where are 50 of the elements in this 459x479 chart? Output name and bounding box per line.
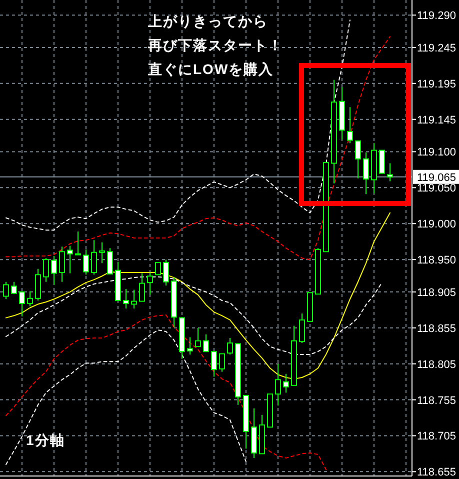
candlestick bbox=[219, 353, 225, 372]
candlestick bbox=[363, 152, 369, 195]
y-tick-label: 118.755 bbox=[417, 394, 456, 407]
candlestick bbox=[83, 249, 89, 276]
annotation: 再び下落スタート！ bbox=[147, 37, 283, 53]
candlestick bbox=[43, 258, 49, 282]
candlestick bbox=[187, 336, 193, 355]
candlestick bbox=[99, 242, 105, 264]
candlestick bbox=[91, 240, 97, 276]
candlestick bbox=[27, 290, 33, 307]
y-tick-label: 119.000 bbox=[417, 218, 456, 231]
y-tick-label: 119.195 bbox=[417, 78, 456, 90]
y-tick-label: 119.290 bbox=[417, 10, 456, 22]
y-tick-label: 118.905 bbox=[417, 286, 456, 299]
candlestick bbox=[35, 268, 41, 302]
candlestick bbox=[147, 272, 153, 296]
candlestick bbox=[67, 245, 73, 274]
candlestick bbox=[163, 259, 169, 286]
candlestick bbox=[347, 106, 353, 144]
y-tick-label: 118.705 bbox=[417, 430, 456, 443]
candlestick bbox=[211, 351, 217, 378]
candlestick bbox=[19, 290, 25, 317]
candlestick bbox=[355, 140, 361, 179]
candlestick bbox=[387, 162, 393, 182]
ref-line-label: 119.065 bbox=[417, 172, 456, 184]
y-tick-label: 119.100 bbox=[417, 146, 456, 159]
candlestick bbox=[139, 272, 145, 302]
y-tick-label: 119.245 bbox=[417, 42, 456, 54]
candlestick bbox=[299, 313, 305, 344]
y-tick-label: 118.855 bbox=[417, 322, 456, 335]
candlestick bbox=[3, 281, 9, 300]
y-tick-label: 119.050 bbox=[417, 182, 456, 195]
candlestick bbox=[131, 289, 137, 309]
annotation: 直ぐにLOWを購入 bbox=[147, 61, 274, 77]
candlestick bbox=[123, 288, 129, 309]
candlestick bbox=[275, 363, 281, 406]
candlestick bbox=[227, 337, 233, 355]
candlestick bbox=[195, 327, 201, 348]
candlestick bbox=[283, 373, 289, 394]
y-tick-label: 118.805 bbox=[417, 358, 456, 371]
candlestick bbox=[11, 281, 17, 295]
candlestick bbox=[75, 231, 81, 256]
annotation: 上がりきってから bbox=[147, 13, 268, 29]
candlestick bbox=[59, 246, 65, 282]
y-tick-label: 118.655 bbox=[417, 466, 456, 479]
annotation: 1分軸 bbox=[26, 432, 65, 448]
candlestick bbox=[203, 334, 209, 352]
candlestick bbox=[51, 255, 57, 286]
y-tick-label: 118.950 bbox=[417, 254, 456, 267]
y-tick-label: 119.145 bbox=[417, 114, 456, 126]
